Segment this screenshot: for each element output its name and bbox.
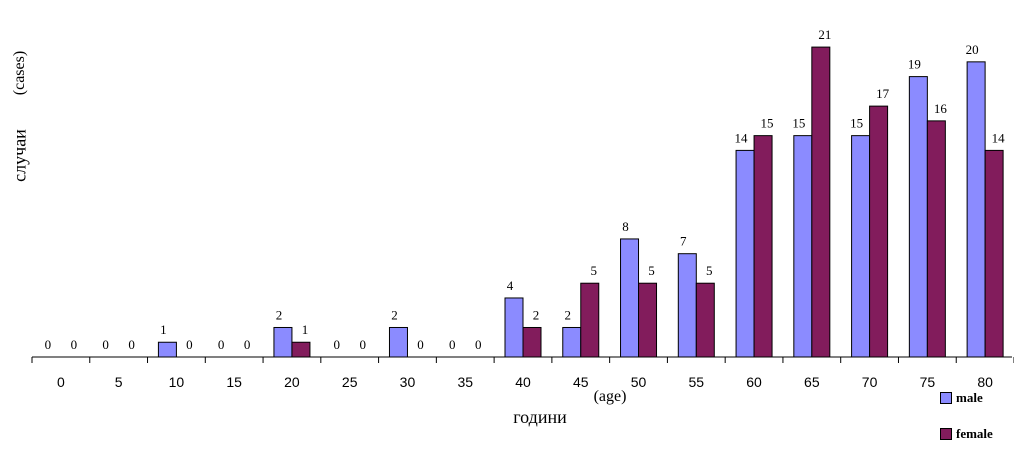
x-tick-label: 65	[804, 374, 820, 390]
bar-male	[620, 238, 640, 358]
x-tick-label: 45	[573, 374, 589, 390]
bar-male	[157, 341, 177, 358]
bar-male	[908, 76, 928, 358]
legend-swatch-female	[940, 428, 952, 440]
value-label-male: 19	[908, 57, 921, 72]
x-tick-label: 70	[862, 374, 878, 390]
bar-female	[984, 149, 1004, 358]
x-tick-label: 75	[920, 374, 936, 390]
bar-male	[851, 135, 871, 358]
value-label-male: 15	[850, 116, 863, 131]
value-label-male: 14	[735, 130, 749, 145]
bar-female	[811, 46, 831, 358]
value-label-female: 0	[475, 337, 482, 352]
x-tick-label: 5	[115, 374, 123, 390]
x-tick-label: 80	[977, 374, 993, 390]
legend-item-male: male	[940, 388, 993, 408]
value-label-female: 1	[302, 322, 309, 337]
value-label-male: 0	[449, 337, 456, 352]
value-label-female: 5	[648, 263, 655, 278]
value-label-female: 0	[244, 337, 251, 352]
y-axis-label: случаи	[9, 129, 30, 182]
bar-male	[504, 297, 524, 358]
value-label-female: 0	[186, 337, 193, 352]
x-tick-label: 40	[515, 374, 531, 390]
bar-male	[966, 61, 986, 358]
value-label-male: 2	[391, 307, 398, 322]
bar-male	[677, 253, 697, 358]
value-label-male: 1	[160, 322, 167, 337]
bar-female	[869, 105, 889, 358]
x-tick-label: 35	[457, 374, 473, 390]
value-label-male: 2	[276, 307, 283, 322]
value-label-female: 17	[876, 86, 890, 101]
legend-label-male: male	[956, 390, 983, 405]
bar-male	[273, 326, 293, 358]
x-tick-label: 50	[631, 374, 647, 390]
bar-female	[926, 120, 946, 358]
value-label-female: 15	[761, 116, 774, 131]
value-label-male: 0	[45, 337, 52, 352]
x-ticks-layer	[31, 357, 1014, 363]
bar-female	[753, 135, 773, 358]
bar-male	[388, 326, 408, 358]
value-label-female: 2	[533, 307, 540, 322]
value-label-female: 0	[71, 337, 78, 352]
value-label-male: 20	[966, 42, 979, 57]
value-label-female: 5	[591, 263, 598, 278]
bar-female	[580, 282, 600, 358]
bar-male	[562, 326, 582, 358]
value-label-male: 4	[507, 278, 514, 293]
x-tick-label: 20	[284, 374, 300, 390]
value-label-female: 14	[992, 130, 1006, 145]
bar-female	[522, 326, 542, 358]
value-label-female: 0	[128, 337, 135, 352]
y-axis-label-en: (cases)	[11, 50, 28, 96]
legend-label-female: female	[956, 426, 993, 441]
bar-male	[735, 149, 755, 358]
x-axis-label-en: (age)	[593, 388, 627, 405]
bar-female	[291, 341, 311, 358]
value-label-male: 0	[333, 337, 340, 352]
bar-male	[793, 135, 813, 358]
legend-item-female: female	[940, 424, 993, 444]
value-label-male: 15	[792, 116, 805, 131]
value-label-female: 16	[934, 101, 948, 116]
value-label-male: 7	[680, 234, 687, 249]
bars-layer	[157, 46, 1004, 358]
bar-female	[638, 282, 658, 358]
x-axis-label: години	[513, 407, 567, 427]
value-label-male: 0	[218, 337, 225, 352]
x-tick-label: 10	[169, 374, 185, 390]
value-label-female: 5	[706, 263, 713, 278]
x-tick-label: 0	[57, 374, 65, 390]
x-tick-label: 30	[400, 374, 416, 390]
value-label-female: 21	[818, 27, 831, 42]
value-label-male: 8	[622, 219, 629, 234]
x-tick-label: 25	[342, 374, 358, 390]
bar-female	[695, 282, 715, 358]
x-tick-label: 55	[689, 374, 705, 390]
x-tick-label: 60	[746, 374, 762, 390]
legend: male female	[940, 388, 993, 460]
value-label-male: 2	[565, 307, 572, 322]
legend-swatch-male	[940, 392, 952, 404]
x-tick-label: 15	[226, 374, 242, 390]
x-tick-labels-layer: 0 5 10 15 20 25 30 35 40 45 50 55 60 65 70 75 80	[57, 374, 993, 390]
value-label-female: 0	[359, 337, 366, 352]
value-label-male: 0	[102, 337, 109, 352]
value-label-female: 0	[417, 337, 424, 352]
